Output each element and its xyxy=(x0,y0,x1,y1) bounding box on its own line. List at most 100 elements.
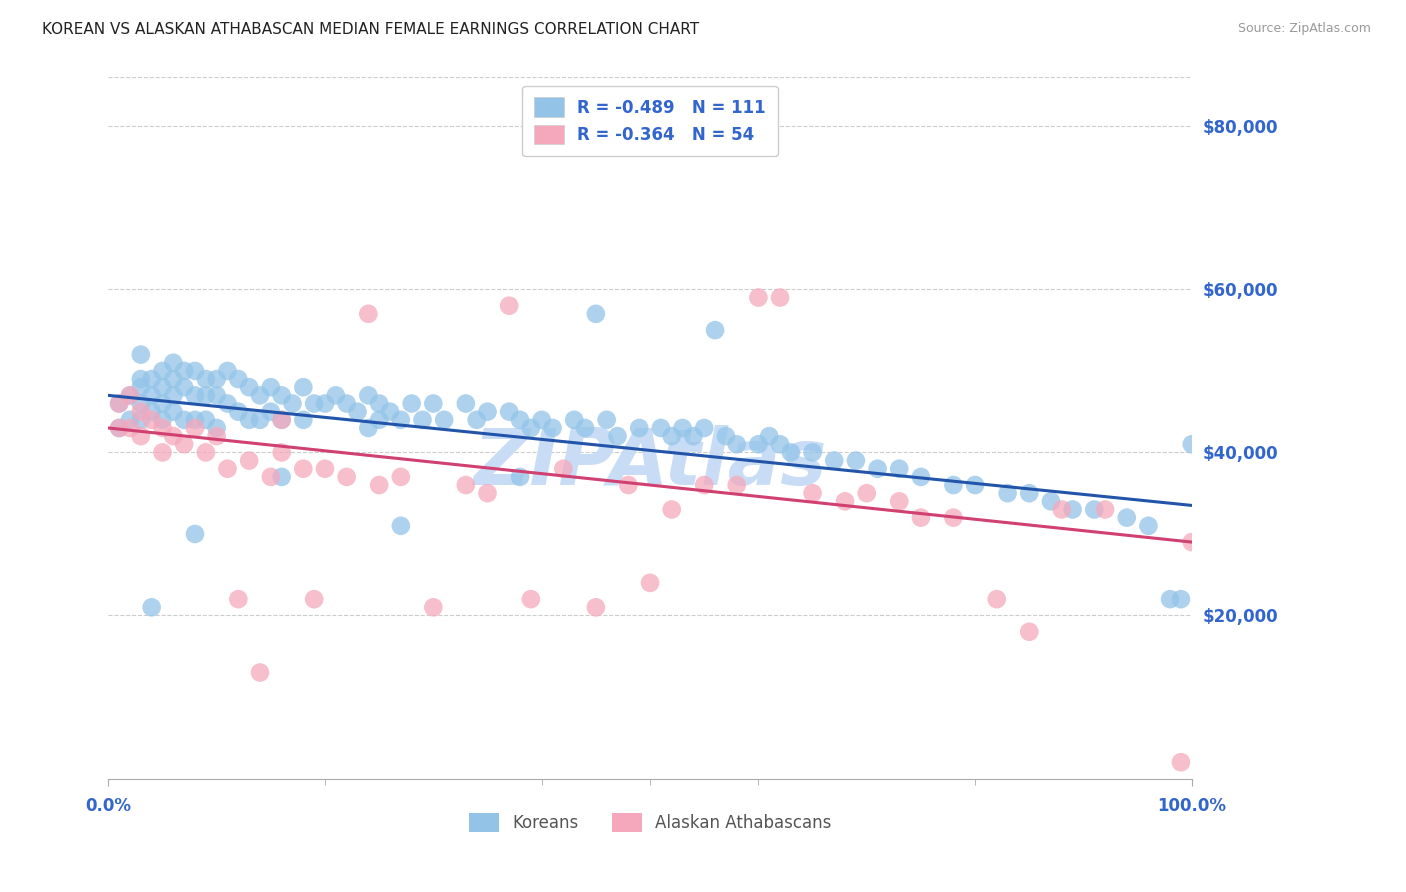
Point xyxy=(585,600,607,615)
Point xyxy=(1050,502,1073,516)
Point xyxy=(357,388,380,402)
Point xyxy=(173,380,195,394)
Point xyxy=(465,413,488,427)
Point xyxy=(747,437,769,451)
Point xyxy=(454,396,477,410)
Point xyxy=(217,461,239,475)
Point xyxy=(942,478,965,492)
Point xyxy=(509,470,531,484)
Point xyxy=(336,396,359,410)
Point xyxy=(389,413,412,427)
Point xyxy=(693,421,716,435)
Point xyxy=(173,413,195,427)
Point xyxy=(725,478,748,492)
Point xyxy=(292,380,315,394)
Point xyxy=(661,502,683,516)
Point xyxy=(498,299,520,313)
Point xyxy=(162,388,184,402)
Point xyxy=(173,437,195,451)
Text: Source: ZipAtlas.com: Source: ZipAtlas.com xyxy=(1237,22,1371,36)
Point xyxy=(801,486,824,500)
Point xyxy=(152,396,174,410)
Point xyxy=(194,372,217,386)
Point xyxy=(118,413,141,427)
Point xyxy=(217,364,239,378)
Point xyxy=(585,307,607,321)
Point xyxy=(346,405,368,419)
Point xyxy=(1018,624,1040,639)
Point xyxy=(141,405,163,419)
Point xyxy=(205,372,228,386)
Point xyxy=(238,453,260,467)
Point xyxy=(389,470,412,484)
Point xyxy=(270,388,292,402)
Point xyxy=(368,396,391,410)
Point xyxy=(281,396,304,410)
Point xyxy=(596,413,619,427)
Point xyxy=(129,348,152,362)
Point xyxy=(152,445,174,459)
Point xyxy=(617,478,640,492)
Point xyxy=(325,388,347,402)
Point xyxy=(129,380,152,394)
Point xyxy=(292,413,315,427)
Point xyxy=(661,429,683,443)
Point xyxy=(249,388,271,402)
Point xyxy=(422,600,444,615)
Point xyxy=(942,510,965,524)
Point xyxy=(910,470,932,484)
Point xyxy=(1159,592,1181,607)
Point xyxy=(205,388,228,402)
Point xyxy=(477,486,499,500)
Point xyxy=(184,421,207,435)
Point xyxy=(228,372,250,386)
Point xyxy=(238,413,260,427)
Point xyxy=(368,413,391,427)
Legend: R = -0.489   N = 111, R = -0.364   N = 54: R = -0.489 N = 111, R = -0.364 N = 54 xyxy=(523,86,778,156)
Point xyxy=(118,388,141,402)
Point xyxy=(217,396,239,410)
Point xyxy=(194,413,217,427)
Point xyxy=(780,445,803,459)
Point xyxy=(249,413,271,427)
Point xyxy=(302,396,325,410)
Point xyxy=(562,413,585,427)
Point xyxy=(650,421,672,435)
Point xyxy=(1170,592,1192,607)
Point xyxy=(141,372,163,386)
Point xyxy=(693,478,716,492)
Point xyxy=(910,510,932,524)
Point xyxy=(184,388,207,402)
Text: KOREAN VS ALASKAN ATHABASCAN MEDIAN FEMALE EARNINGS CORRELATION CHART: KOREAN VS ALASKAN ATHABASCAN MEDIAN FEMA… xyxy=(42,22,699,37)
Point xyxy=(108,396,131,410)
Point xyxy=(671,421,693,435)
Point xyxy=(1181,535,1204,549)
Point xyxy=(129,429,152,443)
Point xyxy=(1083,502,1105,516)
Point xyxy=(477,405,499,419)
Point xyxy=(228,405,250,419)
Point xyxy=(1181,437,1204,451)
Point xyxy=(682,429,704,443)
Point xyxy=(118,421,141,435)
Point xyxy=(1094,502,1116,516)
Point xyxy=(314,396,336,410)
Point xyxy=(162,429,184,443)
Point xyxy=(141,388,163,402)
Point xyxy=(162,372,184,386)
Point xyxy=(184,527,207,541)
Point xyxy=(965,478,987,492)
Point xyxy=(173,364,195,378)
Point xyxy=(574,421,596,435)
Point xyxy=(1137,518,1160,533)
Point xyxy=(889,494,911,508)
Point xyxy=(336,470,359,484)
Point xyxy=(801,445,824,459)
Point xyxy=(152,364,174,378)
Point xyxy=(270,413,292,427)
Point xyxy=(270,445,292,459)
Point xyxy=(270,413,292,427)
Point xyxy=(238,380,260,394)
Point xyxy=(1062,502,1084,516)
Point xyxy=(747,291,769,305)
